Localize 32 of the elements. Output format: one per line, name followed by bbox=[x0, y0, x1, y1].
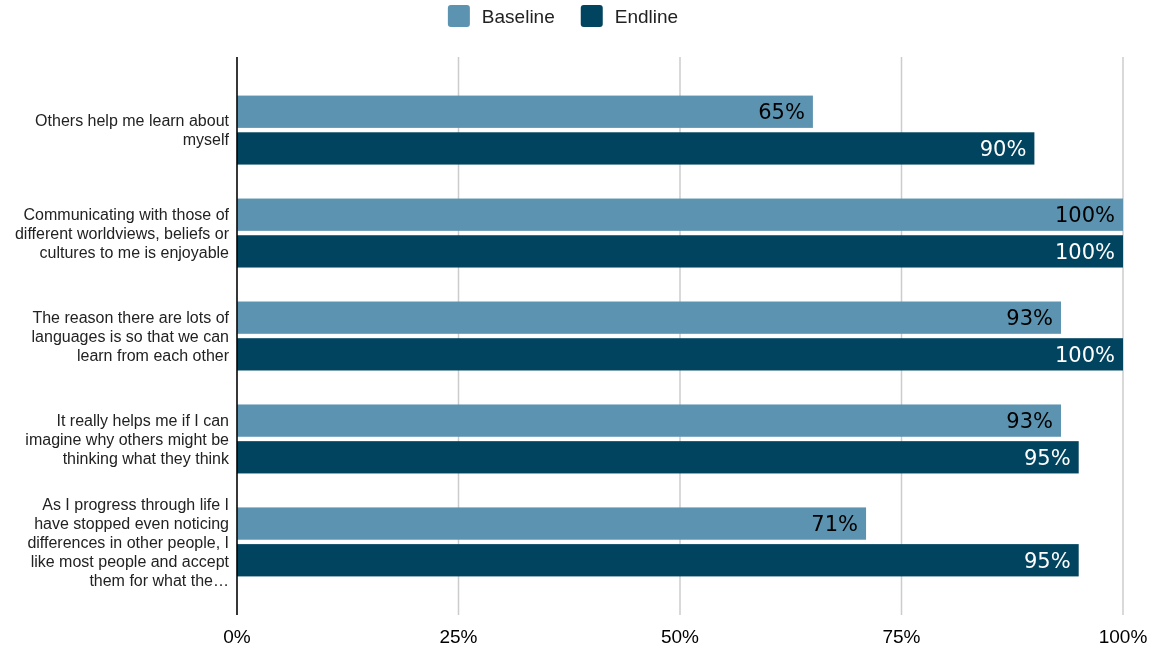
bar bbox=[237, 441, 1079, 474]
data-label: 93% bbox=[1006, 408, 1053, 433]
x-tick-label: 0% bbox=[223, 625, 251, 647]
data-label: 90% bbox=[979, 136, 1027, 161]
y-tick-label: Others help me learn about myself bbox=[35, 112, 230, 149]
data-label: 100% bbox=[1054, 203, 1115, 228]
x-tick-label: 100% bbox=[1098, 625, 1148, 647]
bar bbox=[237, 95, 813, 128]
x-tick-label: 75% bbox=[882, 625, 921, 647]
y-tick-label: As I progress through life I have stopped even noticing differences in other people, I like most people and accept them for what the… bbox=[27, 495, 230, 589]
legend-label: Endline bbox=[614, 5, 679, 27]
legend-label: Baseline bbox=[481, 5, 555, 27]
data-label: 100% bbox=[1054, 342, 1115, 367]
bar bbox=[237, 235, 1123, 268]
bar bbox=[237, 338, 1123, 371]
y-tick-label: Communicating with those of different worldviews, beliefs or cultures to me is enjoyable bbox=[14, 205, 230, 261]
bar bbox=[237, 404, 1061, 437]
data-label: 100% bbox=[1054, 239, 1115, 264]
data-label: 95% bbox=[1024, 445, 1071, 470]
bar bbox=[237, 132, 1035, 165]
data-label: 65% bbox=[758, 100, 805, 125]
bar bbox=[237, 198, 1123, 231]
y-tick-label: The reason there are lots of languages is so that we can learn from each other bbox=[31, 308, 230, 364]
y-tick-label: It really helps me if I can imagine why others might be thinking what they think bbox=[25, 411, 230, 467]
bar bbox=[237, 544, 1079, 577]
data-label: 71% bbox=[811, 511, 859, 536]
data-label: 95% bbox=[1024, 548, 1071, 573]
data-label: 93% bbox=[1006, 306, 1053, 330]
bar bbox=[237, 301, 1061, 334]
bar bbox=[237, 507, 867, 540]
x-tick-label: 25% bbox=[439, 625, 478, 647]
x-tick-label: 50% bbox=[660, 625, 700, 647]
